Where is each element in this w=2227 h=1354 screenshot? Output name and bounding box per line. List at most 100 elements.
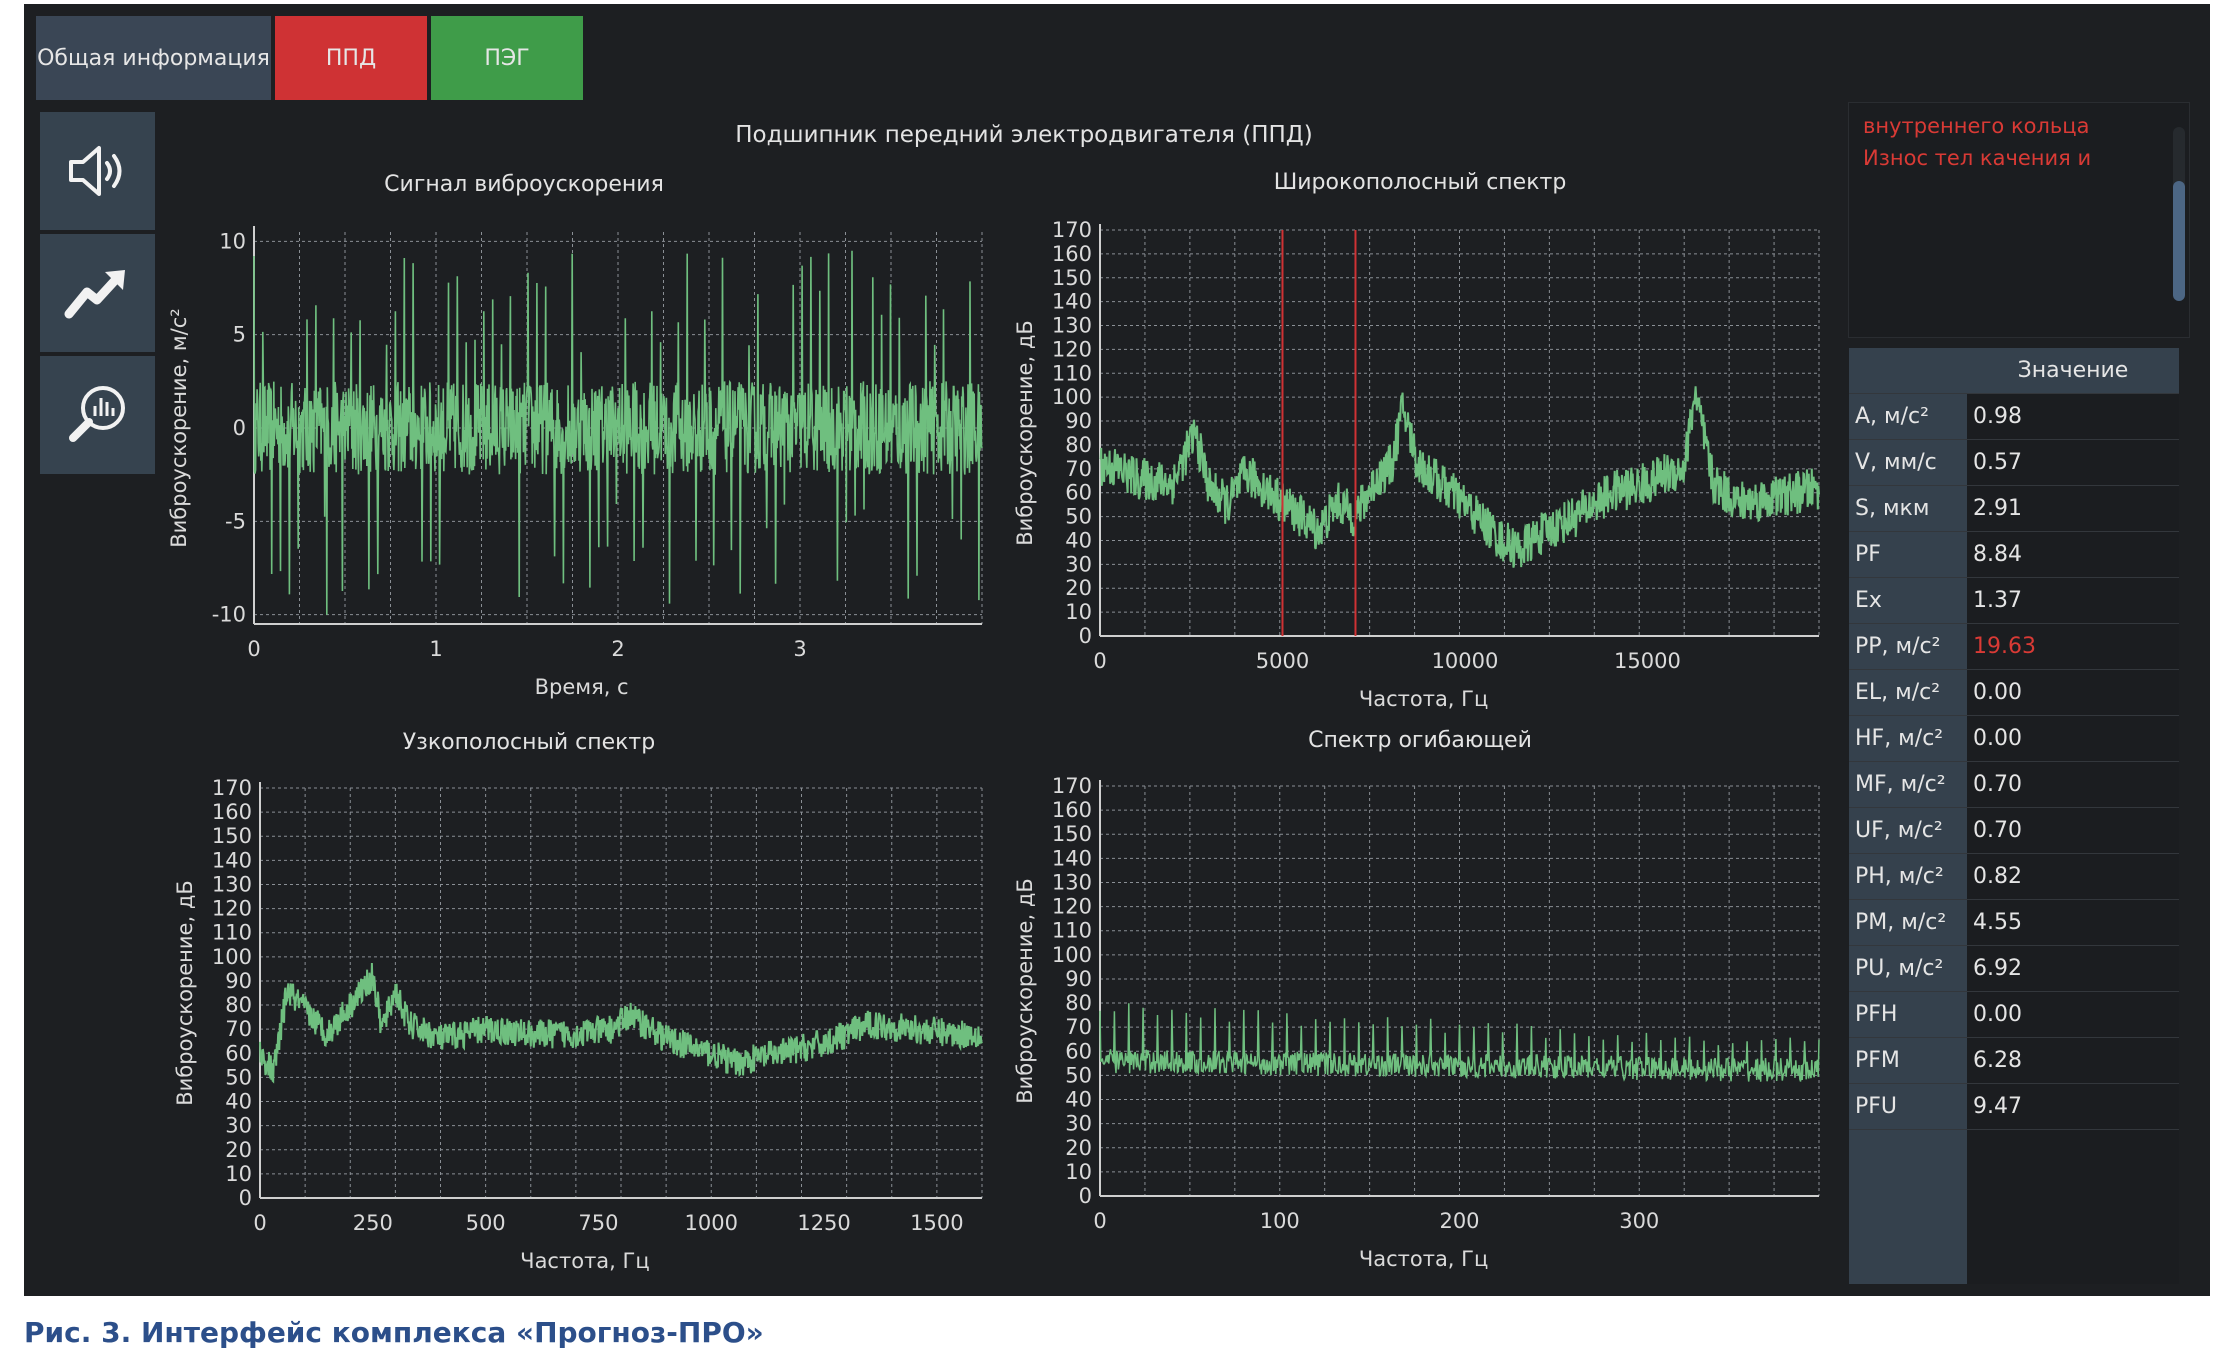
- y-tick-label: 20: [225, 1138, 252, 1162]
- x-tick-label: 5000: [1256, 649, 1309, 673]
- x-axis-label: Частота, Гц: [1359, 1247, 1488, 1271]
- y-axis-label: Виброускорение, дБ: [173, 880, 197, 1106]
- table-row[interactable]: PP, м/с² 19.63: [1849, 624, 2179, 670]
- y-tick-label: 150: [1052, 822, 1092, 846]
- param-value: 0.57: [1967, 440, 2179, 485]
- y-tick-label: 160: [1052, 242, 1092, 266]
- param-name: MF, м/с²: [1849, 762, 1967, 807]
- tab-bar: Общая информация ППД ПЭГ: [36, 16, 583, 100]
- y-tick-label: 150: [212, 824, 252, 848]
- table-row[interactable]: PFU 9.47: [1849, 1084, 2179, 1130]
- param-value: 8.84: [1967, 532, 2179, 577]
- param-value: 1.37: [1967, 578, 2179, 623]
- y-tick-label: 150: [1052, 266, 1092, 290]
- trend-icon: [64, 270, 125, 319]
- y-tick-label: 70: [1065, 457, 1092, 481]
- y-tick-label: 50: [1065, 505, 1092, 529]
- param-name: PFU: [1849, 1084, 1967, 1129]
- y-tick-label: 140: [1052, 846, 1092, 870]
- y-tick-label: 90: [1065, 409, 1092, 433]
- x-tick-label: 0: [253, 1211, 266, 1235]
- y-tick-label: 160: [212, 800, 252, 824]
- param-value: 0.00: [1967, 992, 2179, 1037]
- tab-general-info[interactable]: Общая информация: [36, 16, 271, 100]
- table-row[interactable]: HF, м/с² 0.00: [1849, 716, 2179, 762]
- y-tick-label: 130: [1052, 870, 1092, 894]
- param-value: 0.70: [1967, 808, 2179, 853]
- table-row[interactable]: UF, м/с² 0.70: [1849, 808, 2179, 854]
- y-tick-label: 10: [1065, 600, 1092, 624]
- x-axis-label: Частота, Гц: [1359, 687, 1488, 711]
- y-tick-label: -5: [225, 509, 246, 533]
- table-empty-name: [1849, 1130, 1967, 1284]
- x-tick-label: 1500: [910, 1211, 963, 1235]
- diagnosis-line: внутреннего кольца: [1863, 114, 2090, 138]
- tab-ppd[interactable]: ППД: [275, 16, 427, 100]
- table-row[interactable]: S, мкм 2.91: [1849, 486, 2179, 532]
- x-tick-label: 10000: [1432, 649, 1499, 673]
- y-tick-label: 100: [212, 945, 252, 969]
- param-value: 2.91: [1967, 486, 2179, 531]
- x-tick-label: 250: [353, 1211, 393, 1235]
- param-value: 19.63: [1967, 624, 2179, 669]
- y-tick-label: 160: [1052, 798, 1092, 822]
- x-tick-label: 200: [1439, 1209, 1479, 1233]
- chart-title-envelope: Спектр огибающей: [1308, 728, 1532, 753]
- y-tick-label: 30: [225, 1114, 252, 1138]
- table-row[interactable]: PFH 0.00: [1849, 992, 2179, 1038]
- table-row[interactable]: PM, м/с² 4.55: [1849, 900, 2179, 946]
- tab-peg[interactable]: ПЭГ: [431, 16, 583, 100]
- y-tick-label: 100: [1052, 385, 1092, 409]
- y-tick-label: 50: [225, 1065, 252, 1089]
- param-name: PH, м/с²: [1849, 854, 1967, 899]
- y-tick-label: 110: [212, 921, 252, 945]
- table-header: Значение: [1849, 348, 2179, 394]
- chart-title-narrowband: Узкополосный спектр: [402, 730, 656, 755]
- table-row[interactable]: EL, м/с² 0.00: [1849, 670, 2179, 716]
- y-tick-label: 130: [1052, 314, 1092, 338]
- table-empty-value: [1967, 1130, 2179, 1284]
- y-tick-label: 20: [1065, 1136, 1092, 1160]
- table-row[interactable]: V, мм/с 0.57: [1849, 440, 2179, 486]
- y-tick-label: 40: [1065, 528, 1092, 552]
- table-row[interactable]: A, м/с² 0.98: [1849, 394, 2179, 440]
- table-row[interactable]: PFM 6.28: [1849, 1038, 2179, 1084]
- y-tick-label: 140: [212, 848, 252, 872]
- y-tick-label: 60: [225, 1041, 252, 1065]
- table-row[interactable]: PU, м/с² 6.92: [1849, 946, 2179, 992]
- param-value: 0.70: [1967, 762, 2179, 807]
- param-value: 0.00: [1967, 716, 2179, 761]
- param-name: V, мм/с: [1849, 440, 1967, 485]
- y-tick-label: 40: [1065, 1088, 1092, 1112]
- table-row[interactable]: MF, м/с² 0.70: [1849, 762, 2179, 808]
- table-row[interactable]: PH, м/с² 0.82: [1849, 854, 2179, 900]
- param-value: 6.92: [1967, 946, 2179, 991]
- trend-button[interactable]: [40, 234, 155, 352]
- table-row[interactable]: Ex 1.37: [1849, 578, 2179, 624]
- table-row[interactable]: PF 8.84: [1849, 532, 2179, 578]
- param-name: PP, м/с²: [1849, 624, 1967, 669]
- y-tick-label: 30: [1065, 552, 1092, 576]
- spectrum-search-icon: [68, 386, 125, 442]
- y-tick-label: 40: [225, 1090, 252, 1114]
- y-tick-label: 90: [225, 969, 252, 993]
- chart-signal: -10 -5 0 5 10 0 1 2 3 Время, с Виброускорение, м/с…: [167, 226, 983, 699]
- y-tick-label: 70: [1065, 1015, 1092, 1039]
- param-value: 0.00: [1967, 670, 2179, 715]
- y-tick-label: 130: [212, 872, 252, 896]
- diagnosis-line: Износ тел качения и: [1863, 146, 2092, 170]
- spectrum-analysis-button[interactable]: [40, 356, 155, 474]
- y-tick-label: 60: [1065, 1039, 1092, 1063]
- y-tick-label: 170: [212, 776, 252, 800]
- sound-button[interactable]: [40, 112, 155, 230]
- param-value: 0.82: [1967, 854, 2179, 899]
- y-tick-label: 0: [1079, 624, 1092, 648]
- y-axis-label: Виброускорение, дБ: [1013, 320, 1037, 546]
- param-name: PF: [1849, 532, 1967, 577]
- y-tick-label: 20: [1065, 576, 1092, 600]
- narrowband-series: [259, 962, 983, 1084]
- x-tick-label: 1000: [685, 1211, 738, 1235]
- y-axis-label: Виброускорение, дБ: [1013, 878, 1037, 1104]
- diagnosis-scrollbar-thumb[interactable]: [2173, 181, 2185, 301]
